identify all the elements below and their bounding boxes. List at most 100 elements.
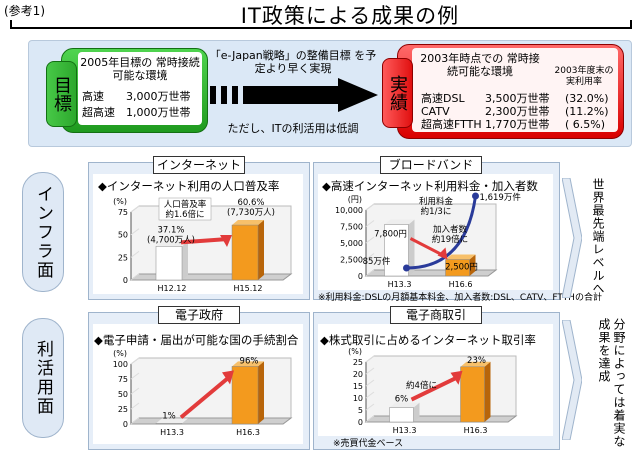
chart3-y-tick-label: 100 [113,360,128,369]
chart4-title: ◆株式取引に占めるインターネット取引率 [320,333,536,347]
chart3-bar-top [156,418,188,424]
chart4-footnote: ※売買代金ベース [333,439,404,449]
chart4-y-tick-label: 25 [353,358,363,367]
chart3-y-unit: (%) [113,349,127,358]
title-rule [10,27,632,29]
chart2-value-label: 7,800円 [374,230,407,240]
chart1-bar-side [182,241,188,280]
chart4-bar-top [389,402,420,408]
chart2-price-annotation: 約1/3に [421,206,452,217]
chart2-bar-top [384,219,415,225]
chart2-bar [445,259,470,277]
chart1-gridline [130,250,140,258]
chart4-arrowhead [450,370,463,385]
chart2-footnote: ※利用料金:DSLの月額基本料金、加入者数:DSL、CATV、FTTHの合計 [318,293,602,303]
result-row-dsl: 高速DSL 3,500万世帯 (32.0%) [421,92,609,105]
chart4-bar [389,407,414,423]
chart4-value-label: 23% [467,356,486,366]
chart2-gridline [365,220,375,227]
chart3-floor [129,417,293,425]
side-label-infra: インフラ面 [22,172,64,292]
chart3-gridline [130,402,140,410]
page-title: IT政策による成果の例 [240,4,460,28]
chart2-bar-side [469,254,476,276]
result-box-inner [412,48,618,132]
goal-tag: 目標 [46,61,77,127]
goal-rows: 高速 3,000万世帯 超高速 1,000万世帯 [82,88,200,120]
chart1-x-tick-label: H15.12 [234,284,263,293]
result-tag: 実績 [382,58,413,128]
chart1-bar-top [156,241,188,247]
tab-broadband: ブロードバンド [380,156,482,174]
chart4-y-tick-label: 20 [353,370,363,379]
chart3-gridline [130,357,140,365]
chart2-y-tick-label: 7,500 [340,223,363,232]
result-rows: 高速DSL 3,500万世帯 (32.0%) CATV 2,300万世帯 (11.2%)… [421,92,617,131]
chart3-gridline [130,387,140,395]
chart2-gridline [365,253,375,260]
result-row-catv: CATV 2,300万世帯 (11.2%) [421,105,609,118]
tab-egov: 電子政府 [158,306,240,324]
chart1-y-tick-label: 75 [118,208,128,217]
chart4-growth-arrow [410,375,460,402]
chart1-floor [129,273,293,281]
chart3-y-tick-label: 0 [123,420,128,429]
chart1-growth-arrow [180,237,229,245]
goal-box-inner [78,52,202,125]
chart4-gridline [365,355,375,363]
chart2-gridline [365,236,375,244]
chart1-annotation: 人口普及率 [164,199,207,210]
chart1-sub-label: (7,730万人) [227,208,275,218]
chart4-y-tick-label: 0 [358,418,363,427]
chart3-bar-side [258,361,264,424]
chart2-gridline [365,203,375,211]
chart3-x-tick-label: H13.3 [160,428,184,437]
title-cap-left [10,20,12,29]
chart1-value-label: 37.1% [157,225,184,235]
chart3-y-tick-label: 25 [118,405,128,414]
chart4-y-unit: (%) [348,347,362,356]
chart4-gridline [365,403,375,411]
chart2-x-tick-label: H16.6 [449,280,473,289]
chart2-x-tick-label: H13.3 [388,280,412,289]
chart3-bar-side [182,418,188,424]
chart3-bar [155,423,183,425]
chart2-y-tick-label: 10,000 [335,206,363,215]
chart1-gridline [130,205,140,213]
goal-title: 2005年目標の 常時接続可能な環境 [80,56,200,82]
chart3-value-label: 96% [240,356,259,366]
chart1-sub-label: (4,700万人) [147,235,195,245]
chart4-bar [460,366,485,423]
chart3-value-label: 1% [162,411,176,421]
chart2-price-arrow [409,237,445,257]
tab-internet: インターネット [153,156,245,174]
chart4-gridline [365,391,375,399]
mid-text: 「e-Japan戦略」の整備目標 を予定より早く実現 [209,49,377,75]
chart1-annotation: 約1.6倍に [165,209,204,220]
goal-row-ultra: 超高速 1,000万世帯 [82,106,191,119]
side-label-use: 利活用面 [22,318,64,438]
result-note: 2003年度末の実利用率 [554,66,614,87]
chart1-gridline [130,228,140,236]
chart2-subscriber-point [472,192,479,200]
chart4-y-tick-label: 15 [353,382,363,391]
chart2-y-tick-label: 0 [358,272,363,281]
chart2-bar-side [408,219,415,276]
chart2-price-annotation: 利用料金 [419,196,454,207]
chart-ecommerce: (%) 0 5 10 15 20 25 H13.3 H16.3 6% 23% 約4倍に [348,347,518,435]
chart2-subscriber-point [403,264,410,272]
conclusion-infra: 世界最先端レベルへ [591,178,605,295]
chart3-gridline [130,372,140,380]
chart3-growth-arrow [179,374,232,419]
chart3-y-tick-label: 75 [118,375,128,384]
title-cap-right [630,20,632,29]
chart1-bar [155,246,183,281]
chart2-subscriber-label: 1,619万件 [480,192,522,203]
chart2-subscriber-line [406,195,477,270]
goal-row-high: 高速 3,000万世帯 [82,90,191,103]
chart1-gridline [130,273,140,281]
reference-label: (参考1) [4,4,45,18]
chart1-arrowhead [220,235,232,248]
chart4-gridline [365,379,375,387]
chart4-bar-top [460,361,491,367]
